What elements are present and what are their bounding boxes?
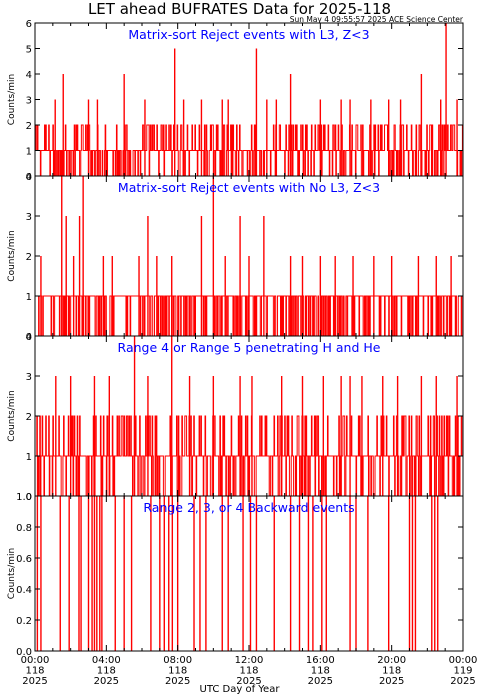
ytick-label-3-4: 4	[26, 332, 32, 343]
xtick-label-2-2: 2025	[165, 676, 190, 687]
xtick-label-6-0: 00:00	[449, 655, 478, 666]
y-axis-label-2: Counts/min	[7, 230, 17, 281]
generation-timestamp: Sun May 4 09:55:57 2025 ACE Science Cent…	[289, 15, 463, 24]
panel-title-1: Matrix-sort Reject events with L3, Z<3	[128, 27, 369, 42]
xtick-label-1-1: 118	[97, 666, 116, 677]
ytick-label-2-0: 0	[26, 332, 32, 343]
xtick-label-1-0: 04:00	[92, 655, 121, 666]
ytick-label-1-6: 6	[26, 19, 32, 30]
panel-1: 0 1 2 3 4 5 6 Matrix-sort Reject events with L3…	[7, 19, 464, 183]
x-axis-title: UTC Day of Year	[199, 684, 280, 695]
xtick-label-0-2: 2025	[22, 676, 47, 687]
x-axis: 00:00118202504:00118202508:00118202512:0…	[21, 655, 478, 687]
xtick-label-0-0: 00:00	[21, 655, 50, 666]
ytick-label-3-0: 0	[26, 492, 32, 503]
ytick-label-4-0: 0.0	[16, 647, 32, 658]
xtick-label-0-1: 118	[25, 666, 44, 677]
xtick-label-5-2: 2025	[379, 676, 404, 687]
series-background-2	[34, 295, 463, 337]
ytick-label-4-4: 0.8	[16, 523, 32, 534]
ytick-label-2-4: 4	[26, 172, 32, 183]
series-background-3	[34, 415, 463, 497]
xtick-label-3-0: 12:00	[235, 655, 264, 666]
ytick-label-1-4: 4	[26, 70, 32, 81]
y-axis-label-4: Counts/min	[7, 548, 17, 599]
chart-title: LET ahead BUFRATES Data for 2025-118	[87, 0, 392, 18]
series-background-1	[34, 124, 463, 177]
y-axis-label-1: Counts/min	[7, 74, 17, 125]
ytick-label-3-3: 3	[26, 372, 32, 383]
xtick-label-4-0: 16:00	[306, 655, 335, 666]
panel-title-3: Range 4 or Range 5 penetrating H and He	[118, 340, 381, 355]
ytick-label-1-0: 0	[26, 172, 32, 183]
ytick-label-1-1: 1	[26, 147, 32, 158]
y-axis-label-3: Counts/min	[7, 390, 17, 441]
xtick-label-3-1: 118	[239, 666, 258, 677]
xtick-label-4-2: 2025	[308, 676, 333, 687]
panels-group: 0 1 2 3 4 5 6 Matrix-sort Reject events with L3…	[7, 19, 464, 658]
ytick-label-4-1: 0.2	[16, 616, 32, 627]
xtick-label-6-1: 119	[453, 666, 472, 677]
panel-title-2: Matrix-sort Reject events with No L3, Z<…	[118, 180, 380, 195]
xtick-label-2-1: 118	[168, 666, 187, 677]
panel-title-4: Range 2, 3, or 4 Backward events	[143, 500, 354, 515]
ytick-label-2-1: 1	[26, 292, 32, 303]
ytick-label-1-3: 3	[26, 96, 32, 107]
xtick-label-4-1: 118	[311, 666, 330, 677]
ytick-label-1-2: 2	[26, 121, 32, 132]
ytick-label-1-5: 5	[26, 45, 32, 56]
panel-2: 0 1 2 3 4 Matrix-sort Reject events with No L…	[7, 172, 464, 343]
xtick-label-5-0: 20:00	[377, 655, 406, 666]
ytick-label-2-2: 2	[26, 252, 32, 263]
ytick-label-3-2: 2	[26, 412, 32, 423]
xtick-label-3-2: 2025	[236, 676, 261, 687]
panel-4: 0.0 0.2 0.4 0.6 0.8 1.0 Range 2, 3, or 4 Backw…	[7, 492, 464, 658]
ytick-label-4-5: 1.0	[16, 492, 32, 503]
panel-3: 0 1 2 3 4 Range 4 or Range 5 penetrating H an…	[7, 332, 464, 503]
xtick-label-5-1: 118	[382, 666, 401, 677]
ytick-label-2-3: 3	[26, 212, 32, 223]
xtick-label-1-2: 2025	[94, 676, 119, 687]
ytick-label-4-2: 0.4	[16, 585, 32, 596]
xtick-label-6-2: 2025	[450, 676, 475, 687]
ytick-label-3-1: 1	[26, 452, 32, 463]
ytick-label-4-3: 0.6	[16, 554, 32, 565]
xtick-label-2-0: 08:00	[163, 655, 192, 666]
